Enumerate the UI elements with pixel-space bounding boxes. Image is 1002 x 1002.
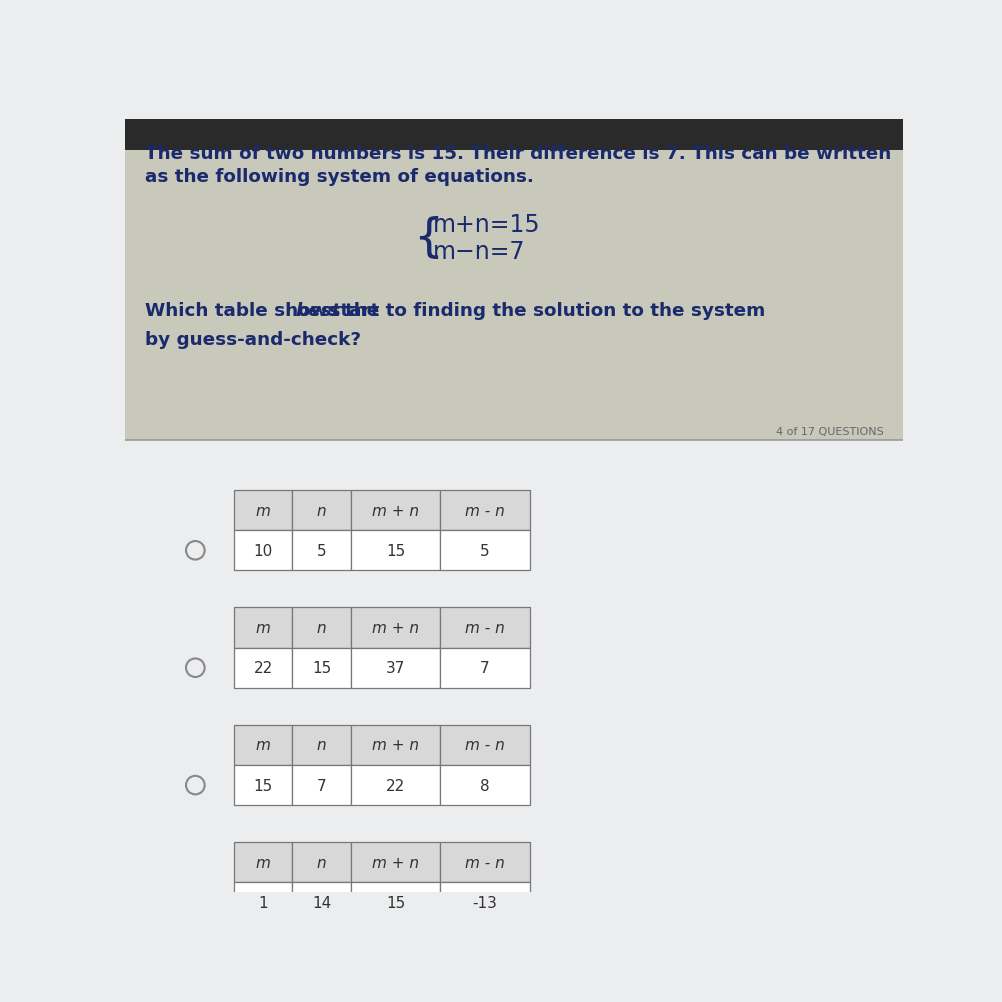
- Text: m + n: m + n: [372, 855, 419, 870]
- FancyBboxPatch shape: [351, 608, 440, 648]
- Text: m + n: m + n: [372, 503, 419, 518]
- FancyBboxPatch shape: [234, 491, 293, 531]
- Text: best: best: [295, 302, 341, 320]
- Text: m: m: [256, 737, 271, 753]
- FancyBboxPatch shape: [234, 843, 293, 883]
- Text: {: {: [413, 215, 443, 261]
- FancyBboxPatch shape: [293, 608, 351, 648]
- FancyBboxPatch shape: [351, 648, 440, 688]
- Text: 15: 15: [386, 895, 405, 910]
- Text: as the following system of equations.: as the following system of equations.: [144, 168, 533, 186]
- FancyBboxPatch shape: [351, 491, 440, 531]
- Text: m - n: m - n: [465, 503, 504, 518]
- FancyBboxPatch shape: [440, 531, 529, 571]
- Text: The sum of two numbers is 15. Their difference is 7. This can be written: The sum of two numbers is 15. Their diff…: [144, 145, 890, 163]
- Text: 7: 7: [317, 778, 326, 793]
- Text: m - n: m - n: [465, 737, 504, 753]
- FancyBboxPatch shape: [351, 843, 440, 883]
- FancyBboxPatch shape: [234, 648, 293, 688]
- FancyBboxPatch shape: [351, 883, 440, 923]
- Text: m + n: m + n: [372, 737, 419, 753]
- FancyBboxPatch shape: [125, 120, 902, 151]
- Text: by guess-and-check?: by guess-and-check?: [144, 331, 361, 349]
- Text: n: n: [317, 855, 326, 870]
- FancyBboxPatch shape: [440, 843, 529, 883]
- FancyBboxPatch shape: [351, 531, 440, 571]
- Text: 22: 22: [386, 778, 405, 793]
- FancyBboxPatch shape: [440, 766, 529, 806]
- Text: n: n: [317, 737, 326, 753]
- FancyBboxPatch shape: [234, 608, 293, 648]
- Text: 4 of 17 QUESTIONS: 4 of 17 QUESTIONS: [775, 427, 883, 437]
- Text: 22: 22: [254, 660, 273, 675]
- Text: m - n: m - n: [465, 620, 504, 635]
- Text: m−n=7: m−n=7: [432, 239, 524, 264]
- FancyBboxPatch shape: [440, 608, 529, 648]
- Text: -13: -13: [472, 895, 497, 910]
- FancyBboxPatch shape: [293, 491, 351, 531]
- Text: Which table shows the: Which table shows the: [144, 302, 385, 320]
- Text: m: m: [256, 503, 271, 518]
- Text: 8: 8: [480, 778, 489, 793]
- FancyBboxPatch shape: [234, 883, 293, 923]
- Text: m+n=15: m+n=15: [432, 212, 539, 236]
- Text: 5: 5: [480, 543, 489, 558]
- FancyBboxPatch shape: [293, 648, 351, 688]
- FancyBboxPatch shape: [440, 883, 529, 923]
- FancyBboxPatch shape: [293, 843, 351, 883]
- Text: m: m: [256, 620, 271, 635]
- FancyBboxPatch shape: [351, 725, 440, 766]
- Text: 15: 15: [386, 543, 405, 558]
- FancyBboxPatch shape: [234, 766, 293, 806]
- FancyBboxPatch shape: [234, 531, 293, 571]
- FancyBboxPatch shape: [293, 725, 351, 766]
- FancyBboxPatch shape: [351, 766, 440, 806]
- Text: 1: 1: [259, 895, 268, 910]
- Text: 37: 37: [386, 660, 405, 675]
- Text: m + n: m + n: [372, 620, 419, 635]
- FancyBboxPatch shape: [440, 648, 529, 688]
- Text: 15: 15: [312, 660, 331, 675]
- Text: 14: 14: [312, 895, 331, 910]
- FancyBboxPatch shape: [440, 725, 529, 766]
- Text: m - n: m - n: [465, 855, 504, 870]
- Text: m: m: [256, 855, 271, 870]
- Text: start to finding the solution to the system: start to finding the solution to the sys…: [323, 302, 765, 320]
- Text: 10: 10: [254, 543, 273, 558]
- FancyBboxPatch shape: [125, 151, 902, 441]
- FancyBboxPatch shape: [234, 725, 293, 766]
- FancyBboxPatch shape: [293, 883, 351, 923]
- Text: 7: 7: [480, 660, 489, 675]
- FancyBboxPatch shape: [293, 766, 351, 806]
- FancyBboxPatch shape: [440, 491, 529, 531]
- Text: 5: 5: [317, 543, 326, 558]
- Text: n: n: [317, 620, 326, 635]
- Text: 15: 15: [254, 778, 273, 793]
- FancyBboxPatch shape: [293, 531, 351, 571]
- Text: n: n: [317, 503, 326, 518]
